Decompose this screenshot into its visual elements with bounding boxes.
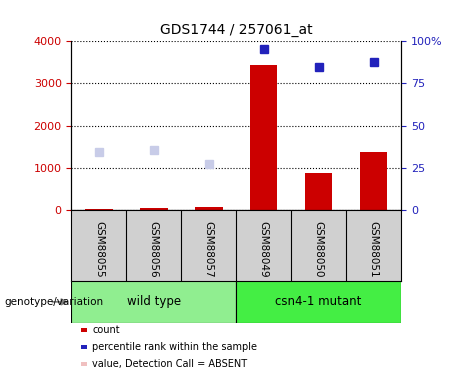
Text: GSM88050: GSM88050 — [313, 220, 324, 277]
Text: percentile rank within the sample: percentile rank within the sample — [92, 342, 257, 352]
Title: GDS1744 / 257061_at: GDS1744 / 257061_at — [160, 24, 313, 38]
Text: value, Detection Call = ABSENT: value, Detection Call = ABSENT — [92, 359, 247, 369]
Text: GSM88051: GSM88051 — [369, 220, 378, 278]
Bar — [195, 207, 223, 210]
Text: GSM88049: GSM88049 — [259, 220, 269, 278]
Text: GSM88056: GSM88056 — [149, 220, 159, 278]
Text: count: count — [92, 325, 120, 335]
Bar — [305, 173, 332, 210]
Bar — [85, 209, 112, 210]
Text: GSM88057: GSM88057 — [204, 220, 214, 278]
Bar — [360, 152, 387, 210]
Bar — [236, 281, 401, 322]
Bar — [140, 209, 168, 210]
Bar — [250, 65, 278, 210]
Bar — [71, 281, 236, 322]
Text: genotype/variation: genotype/variation — [5, 297, 104, 307]
Text: GSM88055: GSM88055 — [94, 220, 104, 278]
Text: csn4-1 mutant: csn4-1 mutant — [276, 296, 362, 308]
Text: wild type: wild type — [127, 296, 181, 308]
